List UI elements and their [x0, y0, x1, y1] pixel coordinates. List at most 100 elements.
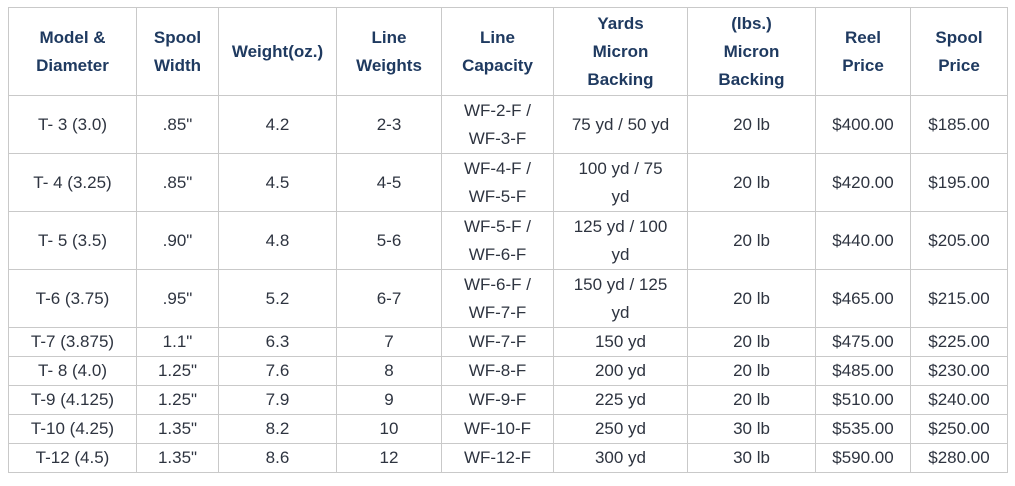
cell-line: 100 yd / 75 [578, 158, 663, 178]
table-row: T- 5 (3.5) .90" 4.8 5-6 WF-5-F / WF-6-F 125 yd… [8, 211, 1008, 270]
table-cell: 7.9 [218, 385, 337, 415]
cell-line: Spool [153, 27, 202, 47]
header-cell: Line Capacity [441, 7, 554, 96]
table-cell: 1.35" [136, 443, 219, 473]
cell-line: Spool [935, 27, 983, 47]
table-cell: 2-3 [336, 95, 442, 154]
header-cell: Spool Width [136, 7, 219, 96]
cell-line: 150 yd / 125 [573, 274, 668, 294]
table-cell: 20 lb [687, 356, 816, 386]
cell-line: WF-7-F [468, 302, 527, 322]
header-cell: Weight(oz.) [218, 7, 337, 96]
header-cell: (lbs.) Micron Backing [687, 7, 816, 96]
table-cell: 30 lb [687, 443, 816, 473]
cell-line: Diameter [36, 55, 109, 75]
table-cell: WF-12-F [441, 443, 554, 473]
header-cell: Model & Diameter [8, 7, 137, 96]
table-cell: $280.00 [910, 443, 1008, 473]
table-row: T- 8 (4.0) 1.25" 7.6 8 WF-8-F 200 yd 20 lb $485… [8, 356, 1008, 386]
table-cell: 20 lb [687, 327, 816, 357]
table-cell: 8.6 [218, 443, 337, 473]
table-cell: $230.00 [910, 356, 1008, 386]
table-cell: 4.8 [218, 211, 337, 270]
table-cell: 6.3 [218, 327, 337, 357]
cell-line: WF-6-F [468, 244, 527, 264]
table-cell: 250 yd [553, 414, 688, 444]
cell-line: Weights [356, 55, 422, 75]
table-cell: $205.00 [910, 211, 1008, 270]
cell-line: Backing [587, 69, 654, 89]
table-cell: T-12 (4.5) [8, 443, 137, 473]
table-cell: $475.00 [815, 327, 911, 357]
table-body: T- 3 (3.0) .85" 4.2 2-3 WF-2-F / WF-3-F 75 yd … [8, 95, 1008, 473]
cell-line: WF-4-F / [463, 158, 532, 178]
table-cell: 12 [336, 443, 442, 473]
table-cell: T- 3 (3.0) [8, 95, 137, 154]
table-cell: WF-8-F [441, 356, 554, 386]
table-cell: 1.35" [136, 414, 219, 444]
table-cell: WF-4-F / WF-5-F [441, 153, 554, 212]
cell-line: Price [938, 55, 980, 75]
table-cell: $215.00 [910, 269, 1008, 328]
table-cell: $240.00 [910, 385, 1008, 415]
table-cell: 75 yd / 50 yd [553, 95, 688, 154]
table-cell: 300 yd [553, 443, 688, 473]
table-cell: .85" [136, 95, 219, 154]
table-cell: WF-6-F / WF-7-F [441, 269, 554, 328]
table-cell: 1.1" [136, 327, 219, 357]
table-cell: $185.00 [910, 95, 1008, 154]
table-cell: 8 [336, 356, 442, 386]
table-row: T-9 (4.125) 1.25" 7.9 9 WF-9-F 225 yd 20 lb $51… [8, 385, 1008, 415]
table-row: T- 4 (3.25) .85" 4.5 4-5 WF-4-F / WF-5-F 100 y… [8, 153, 1008, 212]
table-cell: 10 [336, 414, 442, 444]
table-cell: $195.00 [910, 153, 1008, 212]
cell-line: Capacity [462, 55, 533, 75]
table-cell: 6-7 [336, 269, 442, 328]
table-cell: 20 lb [687, 211, 816, 270]
cell-line: Micron [592, 41, 649, 61]
cell-line: Model & [39, 27, 106, 47]
table-cell: $250.00 [910, 414, 1008, 444]
cell-line: 125 yd / 100 [573, 216, 668, 236]
table-cell: T-7 (3.875) [8, 327, 137, 357]
table-cell: 7 [336, 327, 442, 357]
table-cell: 30 lb [687, 414, 816, 444]
table-cell: .85" [136, 153, 219, 212]
table-cell: 100 yd / 75 yd [553, 153, 688, 212]
cell-line: yd [611, 244, 630, 264]
table-cell: WF-5-F / WF-6-F [441, 211, 554, 270]
table-cell: 150 yd / 125 yd [553, 269, 688, 328]
table-cell: T-10 (4.25) [8, 414, 137, 444]
cell-line: Yards [597, 13, 644, 33]
cell-line: WF-2-F / [463, 100, 532, 120]
table-row: T-6 (3.75) .95" 5.2 6-7 WF-6-F / WF-7-F 150 yd… [8, 269, 1008, 328]
header-cell: Line Weights [336, 7, 442, 96]
cell-line: yd [611, 186, 630, 206]
table-row: T- 3 (3.0) .85" 4.2 2-3 WF-2-F / WF-3-F 75 yd … [8, 95, 1008, 154]
table-cell: WF-9-F [441, 385, 554, 415]
table-cell: 125 yd / 100 yd [553, 211, 688, 270]
table-cell: T-6 (3.75) [8, 269, 137, 328]
table-cell: $225.00 [910, 327, 1008, 357]
table-cell: 9 [336, 385, 442, 415]
table-cell: $440.00 [815, 211, 911, 270]
table-cell: .90" [136, 211, 219, 270]
table-cell: 7.6 [218, 356, 337, 386]
header-cell: Reel Price [815, 7, 911, 96]
table-cell: 1.25" [136, 385, 219, 415]
table-cell: 4.5 [218, 153, 337, 212]
table-cell: 1.25" [136, 356, 219, 386]
table-cell: 225 yd [553, 385, 688, 415]
cell-line: (lbs.) [731, 13, 772, 33]
cell-line: WF-5-F [468, 186, 527, 206]
cell-line: Price [842, 55, 884, 75]
specs-table: Model & Diameter Spool Width Weight(oz.) Line… [8, 7, 1008, 473]
cell-line: Line [371, 27, 407, 47]
cell-line: Line [480, 27, 515, 47]
table-cell: 150 yd [553, 327, 688, 357]
table-cell: T- 4 (3.25) [8, 153, 137, 212]
table-cell: 4.2 [218, 95, 337, 154]
table-cell: $465.00 [815, 269, 911, 328]
table-cell: $485.00 [815, 356, 911, 386]
